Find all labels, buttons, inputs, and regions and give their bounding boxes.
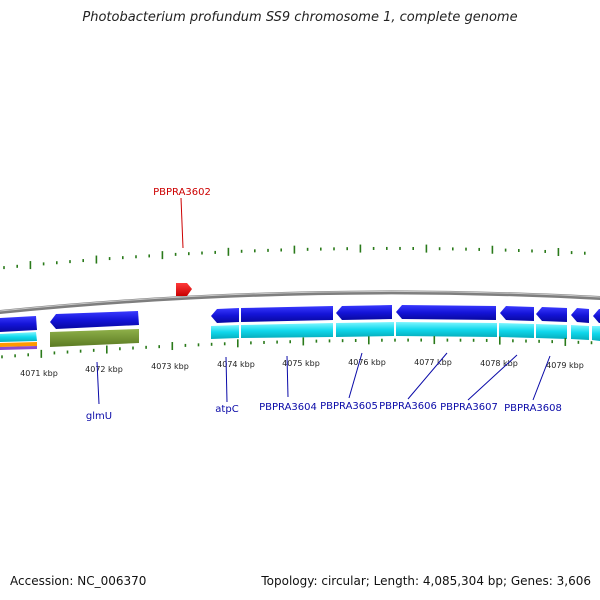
gene-label[interactable]: atpC [215, 404, 238, 415]
outer-tick-marks [3, 244, 586, 270]
gene-feature[interactable] [396, 322, 497, 337]
cds-feature[interactable] [396, 305, 496, 320]
gene-callout-line [532, 355, 551, 401]
gene-callout-line [407, 352, 448, 400]
chromosome-backbone [0, 290, 600, 314]
scale-label: 4072 kbp [85, 365, 123, 374]
gene-feature[interactable] [499, 323, 534, 338]
gene-callout-line [96, 361, 100, 405]
cds-feature[interactable] [0, 316, 37, 332]
scale-label: 4074 kbp [217, 360, 255, 369]
gene-label[interactable]: PBPRA3604 [259, 402, 317, 413]
scale-labels: 4071 kbp 4072 kbp 4073 kbp 4074 kbp 4075 kbp… [20, 358, 584, 378]
cds-feature[interactable] [336, 305, 392, 320]
accession-text: Accession: NC_006370 [10, 574, 147, 588]
rna-feature[interactable] [50, 329, 139, 347]
scale-label: 4075 kbp [282, 359, 320, 368]
gene-feature[interactable] [336, 322, 394, 337]
purple-feature[interactable] [0, 346, 37, 350]
gene-callout-line [286, 355, 289, 398]
gene-feature[interactable] [0, 332, 37, 342]
scale-tick-marks [1, 336, 593, 359]
cds-feature[interactable] [593, 309, 600, 323]
chromosome-backbone-highlight [0, 290, 600, 312]
scale-label: 4079 kbp [546, 361, 584, 370]
scale-label: 4078 kbp [480, 359, 518, 368]
gene-callout-line [467, 354, 518, 401]
gene-callout-line [348, 352, 363, 399]
cds-feature[interactable] [241, 306, 333, 322]
genome-summary-text: Topology: circular; Length: 4,085,304 bp… [261, 574, 591, 588]
gene-feature[interactable] [571, 325, 589, 340]
cds-track [0, 305, 600, 332]
highlight-label[interactable]: PBPRA3602 [153, 187, 211, 198]
gene-feature[interactable] [536, 324, 567, 339]
gene-label[interactable]: PBPRA3608 [504, 403, 562, 414]
gene-label[interactable]: PBPRA3607 [440, 402, 498, 413]
gene-feature[interactable] [592, 326, 600, 341]
scale-label: 4073 kbp [151, 362, 189, 371]
gene-callout-line [225, 356, 228, 403]
highlight-callout-line [180, 197, 184, 249]
scale-label: 4077 kbp [414, 358, 452, 367]
gene-label[interactable]: PBPRA3605 [320, 401, 378, 412]
cds-feature[interactable] [571, 308, 589, 323]
gene-label[interactable]: PBPRA3606 [379, 401, 437, 412]
gene-label[interactable]: glmU [86, 411, 112, 422]
scale-label: 4076 kbp [348, 358, 386, 367]
gene-feature[interactable] [241, 323, 333, 338]
map-title: Photobacterium profundum SS9 chromosome … [82, 10, 518, 25]
gene-feature[interactable] [211, 325, 239, 339]
orange-feature[interactable] [0, 342, 37, 347]
highlight-feature-arrow[interactable] [176, 283, 192, 296]
cds-feature[interactable] [500, 306, 534, 321]
cds-feature[interactable] [50, 311, 139, 329]
cds-feature[interactable] [536, 307, 567, 322]
gene-track [0, 322, 600, 342]
scale-label: 4071 kbp [20, 369, 58, 378]
cds-feature[interactable] [211, 308, 239, 323]
